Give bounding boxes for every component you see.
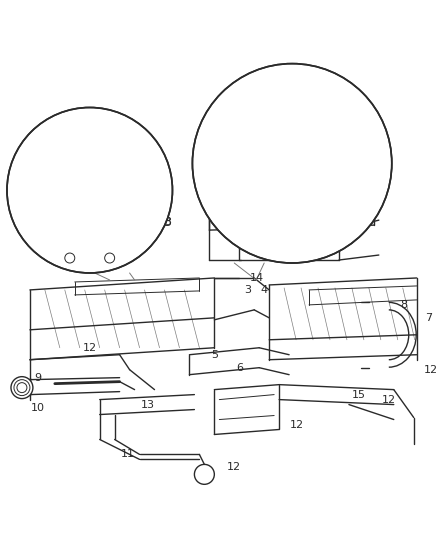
Ellipse shape [64, 150, 116, 158]
Text: 1: 1 [353, 106, 361, 119]
Text: 3: 3 [164, 217, 171, 227]
Text: 12: 12 [382, 394, 396, 405]
Text: 4: 4 [261, 285, 268, 295]
Text: 12: 12 [290, 419, 304, 430]
Text: 6: 6 [236, 362, 243, 373]
Text: 7: 7 [425, 313, 432, 323]
Text: 10: 10 [31, 402, 45, 413]
Text: 9: 9 [34, 373, 42, 383]
Text: 12: 12 [83, 343, 97, 353]
Text: 12: 12 [424, 365, 438, 375]
Text: 5: 5 [211, 350, 218, 360]
Text: 11: 11 [120, 449, 134, 459]
Text: 15: 15 [352, 390, 366, 400]
Ellipse shape [68, 152, 112, 157]
Text: 14: 14 [250, 273, 264, 283]
Text: 8: 8 [400, 300, 407, 310]
Text: 1: 1 [353, 108, 360, 117]
Text: 3: 3 [244, 285, 251, 295]
Circle shape [7, 108, 173, 273]
Text: 13: 13 [141, 400, 155, 409]
Circle shape [192, 63, 392, 263]
Text: 3: 3 [163, 216, 171, 229]
Text: 12: 12 [227, 463, 241, 472]
Ellipse shape [11, 377, 33, 399]
